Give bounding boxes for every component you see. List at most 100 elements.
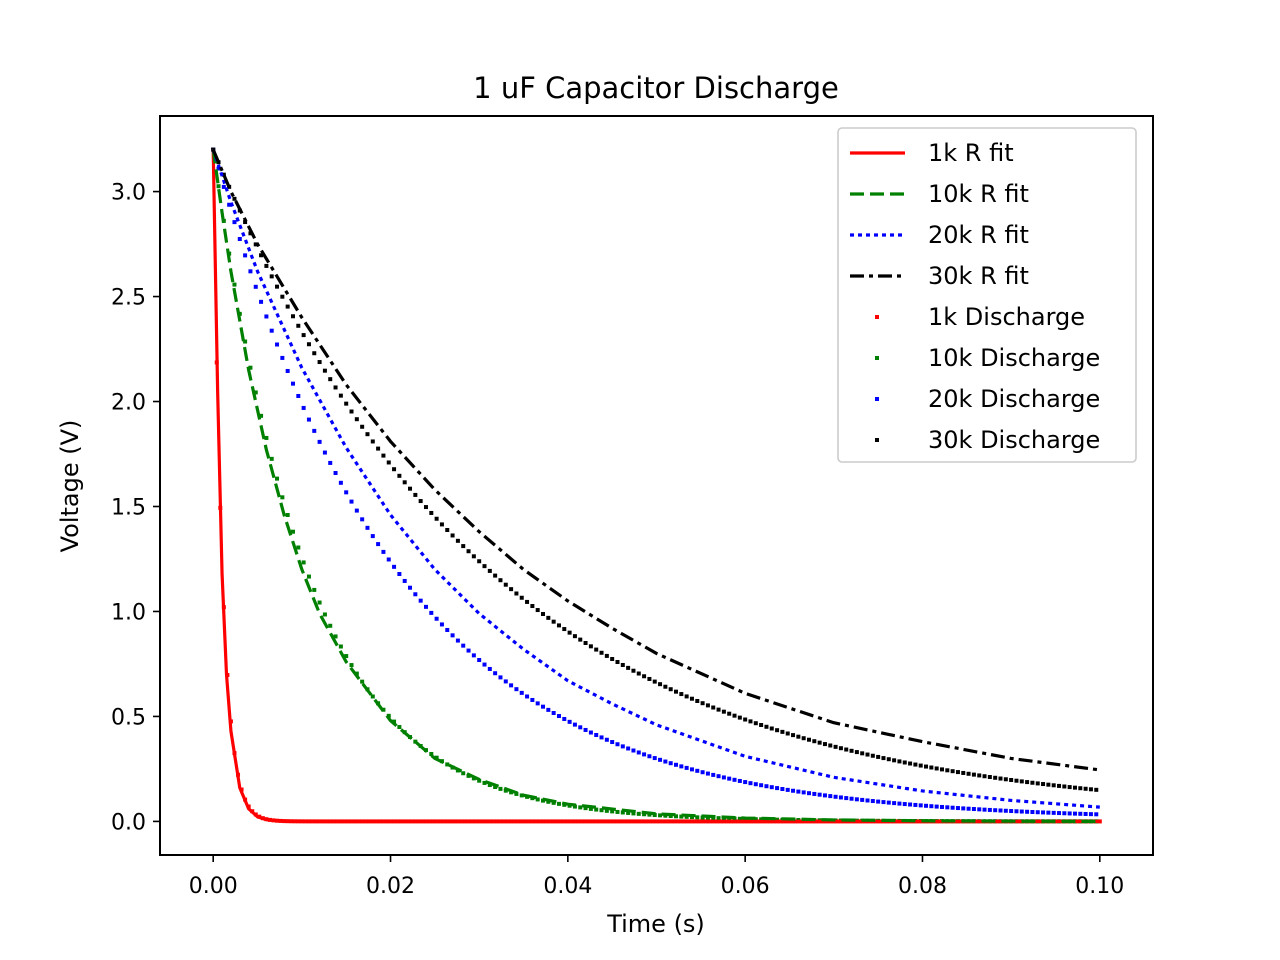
20k-discharge-point xyxy=(753,782,758,787)
legend-item-20k-r-fit: 20k R fit xyxy=(850,221,1029,249)
legend-item-10k-discharge: 10k Discharge xyxy=(875,344,1100,372)
30k-discharge-point xyxy=(360,424,365,429)
20k-discharge-point xyxy=(1083,811,1088,816)
20k-discharge-point xyxy=(594,732,599,737)
legend-label: 10k R fit xyxy=(928,180,1029,208)
30k-discharge-point xyxy=(402,480,407,485)
30k-discharge-point xyxy=(950,769,955,774)
10k-discharge-point xyxy=(413,739,418,744)
30k-discharge-point xyxy=(466,549,471,554)
30k-discharge-series xyxy=(211,147,1099,792)
10k-discharge-point xyxy=(360,679,365,684)
legend-label: 1k R fit xyxy=(928,139,1014,167)
30k-discharge-point xyxy=(588,644,593,649)
10k-discharge-point xyxy=(280,495,285,500)
20k-discharge-point xyxy=(567,719,572,724)
30k-discharge-point xyxy=(301,333,306,338)
10k-discharge-point xyxy=(445,762,450,767)
20k-discharge-point xyxy=(950,805,955,810)
10k-discharge-point xyxy=(604,808,609,813)
20k-discharge-point xyxy=(1067,811,1072,816)
30k-discharge-point xyxy=(1014,778,1019,783)
y-tick-label: 1.5 xyxy=(111,495,146,520)
20k-discharge-point xyxy=(1051,810,1056,815)
20k-discharge-point xyxy=(423,604,428,609)
10k-discharge-point xyxy=(679,814,684,819)
20k-discharge-point xyxy=(700,770,705,775)
20k-discharge-point xyxy=(732,777,737,782)
20k-discharge-point xyxy=(817,792,822,797)
20k-discharge-point xyxy=(993,808,998,813)
20k-discharge-point xyxy=(360,517,365,522)
axes: 0.00 0.02 0.04 0.06 0.08 0.10 0.0 0.5 1.0 1.5 2.0 2… xyxy=(111,181,1124,899)
30k-discharge-point xyxy=(455,538,460,543)
20k-discharge-point xyxy=(237,236,242,241)
30k-discharge-point xyxy=(631,668,636,673)
30k-discharge-point xyxy=(1035,781,1040,786)
10k-discharge-point xyxy=(259,413,264,418)
30k-discharge-point xyxy=(817,740,822,745)
30k-discharge-point xyxy=(418,499,423,504)
30k-discharge-point xyxy=(929,765,934,770)
30k-discharge-point xyxy=(503,582,508,587)
20k-discharge-point xyxy=(892,801,897,806)
10k-discharge-point xyxy=(344,654,349,659)
30k-discharge-point xyxy=(413,492,418,497)
20k-discharge-point xyxy=(264,314,269,319)
20k-discharge-point xyxy=(338,480,343,485)
20k-discharge-point xyxy=(961,806,966,811)
20k-discharge-point xyxy=(668,761,673,766)
20k-discharge-point xyxy=(780,787,785,792)
20k-discharge-point xyxy=(556,714,561,719)
30k-discharge-point xyxy=(328,377,333,382)
30k-discharge-point xyxy=(913,762,918,767)
10k-discharge-point xyxy=(519,793,524,798)
30k-discharge-point xyxy=(541,612,546,616)
30k-discharge-point xyxy=(966,771,971,776)
30k-discharge-point xyxy=(711,705,716,710)
20k-discharge-point xyxy=(759,783,764,788)
30k-discharge-point xyxy=(796,734,801,739)
10k-discharge-point xyxy=(642,812,647,817)
30k-discharge-point xyxy=(450,533,455,538)
30k-discharge-point xyxy=(1051,783,1056,788)
30k-discharge-point xyxy=(807,737,811,742)
30k-discharge-point xyxy=(275,284,280,289)
20k-discharge-point xyxy=(860,797,865,802)
30k-discharge-point xyxy=(221,172,226,177)
30k-discharge-point xyxy=(780,729,785,734)
20k-discharge-point xyxy=(913,802,918,807)
30k-discharge-point xyxy=(902,760,907,765)
30k-discharge-point xyxy=(961,770,966,775)
30k-discharge-point xyxy=(317,360,322,365)
10k-discharge-point xyxy=(461,771,466,776)
30k-discharge-point xyxy=(812,739,817,744)
20k-discharge-point xyxy=(727,776,732,781)
30k-discharge-point xyxy=(509,587,514,592)
10k-discharge-point xyxy=(216,184,221,189)
10k-discharge-point xyxy=(674,814,679,819)
10k-discharge-point xyxy=(296,545,301,550)
30k-discharge-point xyxy=(572,634,577,639)
30k-discharge-point xyxy=(716,707,721,712)
30k-discharge-point xyxy=(1030,780,1035,785)
30k-discharge-point xyxy=(397,473,402,478)
legend-label: 1k Discharge xyxy=(928,303,1085,331)
30k-discharge-point xyxy=(264,263,269,268)
10k-discharge-point xyxy=(737,816,742,821)
20k-discharge-point xyxy=(248,269,253,274)
30k-discharge-point xyxy=(1088,787,1093,792)
20k-discharge-point xyxy=(445,627,450,632)
10k-discharge-point xyxy=(636,811,641,816)
30k-discharge-point xyxy=(434,516,439,521)
20k-discharge-point xyxy=(541,704,546,709)
30k-discharge-point xyxy=(982,774,987,779)
20k-discharge-point xyxy=(955,806,960,811)
30k-discharge-point xyxy=(1083,786,1088,791)
30k-discharge-point xyxy=(1003,777,1008,782)
20k-discharge-point xyxy=(1088,812,1093,817)
30k-discharge-point xyxy=(477,559,482,564)
20k-r-fit-line xyxy=(211,149,1100,809)
20k-discharge-point xyxy=(785,787,790,792)
30k-discharge-point xyxy=(870,753,875,758)
